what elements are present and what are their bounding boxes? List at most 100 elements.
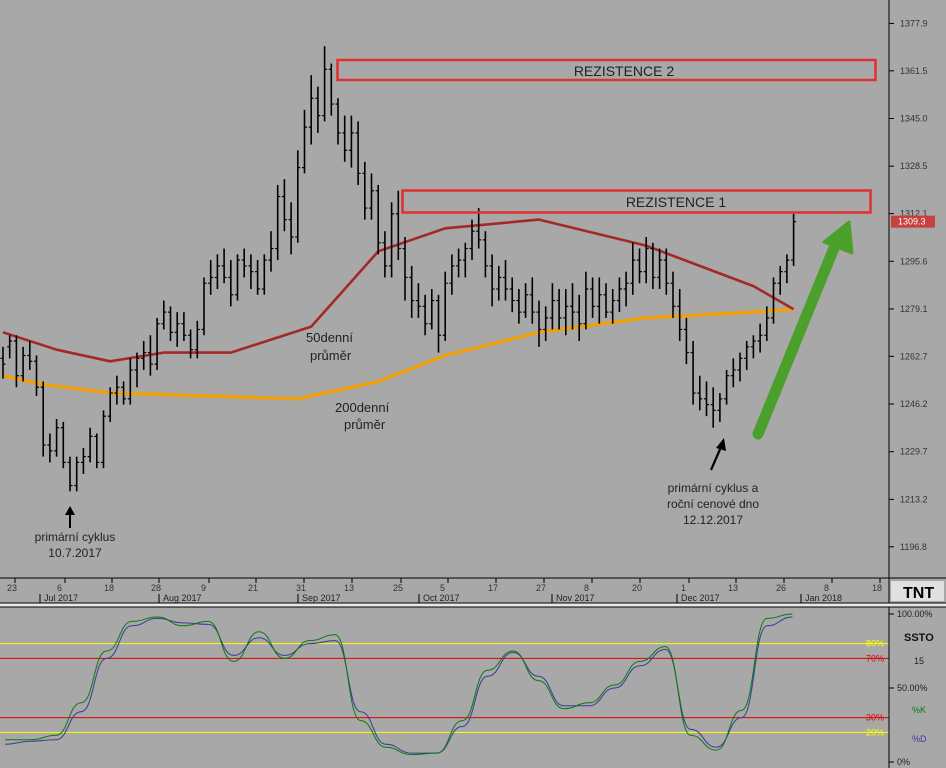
oscillator-axis-label: 100.00% (897, 609, 933, 619)
oscillator-k-line (5, 613, 793, 756)
resistance-2-label: REZISTENCE 2 (574, 63, 675, 79)
low-jul-label: primární cyklus (35, 530, 116, 544)
tnt-logo: TNT (903, 585, 934, 602)
ohlc-bar (402, 236, 408, 301)
price-tick-label: 1262.7 (900, 351, 928, 361)
ohlc-bar (449, 254, 455, 295)
date-month-label: Dec 2017 (681, 593, 720, 603)
ohlc-bar (643, 236, 649, 284)
ohlc-bar (20, 346, 26, 382)
date-day-label: 13 (728, 583, 738, 593)
ohlc-bar (214, 254, 220, 289)
low-dec-label: 12.12.2017 (683, 513, 743, 527)
price-tick-label: 1196.8 (900, 542, 927, 552)
ohlc-bar (302, 109, 307, 174)
ohlc-bar (637, 248, 642, 284)
ohlc-bar (503, 260, 508, 301)
panel-separator (0, 603, 946, 607)
oscillator-name: SSTO (904, 632, 934, 644)
ohlc-bar (241, 248, 247, 278)
date-day-label: 6 (57, 583, 62, 593)
price-tick-label: 1345.0 (900, 113, 928, 123)
resistance-2-box (336, 58, 877, 82)
ohlc-bar (268, 231, 274, 272)
ohlc-bar (87, 427, 93, 463)
ohlc-bar (744, 341, 750, 370)
ohlc-bar (549, 283, 555, 330)
ohlc-bar (730, 358, 736, 388)
ohlc-bar (141, 341, 147, 370)
oscillator-level-label: 70% (866, 653, 884, 663)
date-day-label: 27 (536, 583, 546, 593)
price-panel: REZISTENCE 2 REZISTENCE 1 50denní průměr 200… (0, 46, 877, 560)
ohlc-bar (228, 260, 234, 307)
ohlc-bar (255, 260, 261, 295)
ohlc-bar (784, 254, 790, 284)
date-day-label: 23 (7, 583, 17, 593)
uptrend-arrowhead (822, 220, 854, 255)
date-month-label: Jan 2018 (805, 593, 842, 603)
ohlc-bar (757, 323, 763, 353)
ohlc-bar (496, 265, 502, 301)
ohlc-bar (235, 254, 240, 301)
ohlc-bar (114, 375, 120, 405)
ohlc-bar (154, 317, 160, 370)
ma200-label: 200denní (335, 400, 390, 415)
oscillator-level-label: 80% (866, 639, 884, 649)
price-tick-label: 1229.7 (900, 447, 928, 457)
ohlc-bar (724, 369, 730, 405)
ohlc-bar (576, 294, 582, 342)
ohlc-bar (570, 283, 575, 330)
ohlc-bar (543, 306, 549, 342)
oscillator-k-label: %K (912, 705, 926, 715)
uptrend-arrow-shaft (752, 242, 840, 440)
date-day-label: 9 (201, 583, 206, 593)
date-day-label: 8 (584, 583, 589, 593)
ohlc-bar (134, 352, 140, 388)
ohlc-bar (382, 231, 388, 278)
ohlc-bar (683, 317, 689, 365)
ohlc-bar (74, 456, 80, 492)
ohlc-bar (791, 213, 797, 266)
ohlc-bar (107, 387, 113, 422)
ohlc-bar (777, 265, 783, 295)
date-day-label: 18 (872, 583, 882, 593)
ohlc-bar (0, 346, 6, 379)
ohlc-bar (697, 375, 703, 411)
date-day-label: 13 (344, 583, 354, 593)
ohlc-bar (121, 381, 127, 405)
low-jul-label: 10.7.2017 (48, 546, 102, 560)
ohlc-bar (603, 283, 609, 318)
ohlc-bar (590, 277, 596, 318)
ohlc-bar (281, 179, 287, 232)
ohlc-bar (663, 248, 669, 295)
ohlc-bar (717, 393, 723, 422)
ohlc-bar (34, 355, 39, 396)
ohlc-bar (40, 381, 46, 457)
oscillator-level-label: 20% (866, 727, 884, 737)
ohlc-bar (369, 173, 374, 220)
ma50-line (2, 218, 795, 363)
resistance-1-label: REZISTENCE 1 (626, 194, 727, 210)
oscillator-d-label: %D (912, 734, 927, 744)
ohlc-bar (188, 329, 194, 359)
price-tick-label: 1295.6 (900, 256, 928, 266)
ohlc-bar (101, 410, 106, 469)
ohlc-bar (174, 312, 180, 347)
ohlc-bar (523, 283, 529, 318)
ohlc-bar (690, 341, 696, 405)
date-month-label: Aug 2017 (163, 593, 202, 603)
ohlc-bar (529, 277, 535, 324)
date-day-label: 1 (681, 583, 686, 593)
ohlc-bar (168, 306, 173, 342)
oscillator-panel: 80% 70% 30% 20% (0, 613, 889, 756)
ohlc-bar (536, 300, 542, 347)
low-dec-label: primární cyklus a (668, 481, 759, 495)
ohlc-bar (563, 289, 569, 336)
ohlc-bar (322, 46, 328, 122)
ohlc-bar (677, 289, 683, 342)
date-day-label: 25 (393, 583, 403, 593)
ohlc-bar (348, 115, 354, 168)
